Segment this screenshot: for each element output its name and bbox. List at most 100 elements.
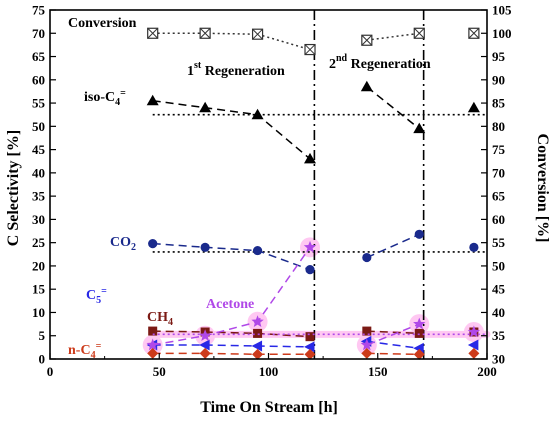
data-point [251,340,263,352]
y-left-tick-label: 15 [32,282,46,297]
y-right-tick-label: 85 [492,96,506,111]
y-left-tick-label: 65 [32,49,46,64]
series-line-iso [152,99,311,160]
annotations: Conversion iso-C4= CO2 C5= CH4 Acetone n-C4= 1s… [68,16,431,361]
label-regeneration-1: 1st Regeneration [187,60,285,79]
series-line-conversion [366,32,420,41]
data-point [468,27,480,39]
data-point [467,339,479,351]
y-right-tick-label: 80 [492,119,505,134]
data-point [467,101,480,113]
y-left-tick-label: 75 [32,3,46,18]
data-point [252,245,263,256]
data-point [147,347,159,359]
data-point [305,332,315,342]
data-point [414,328,424,338]
data-point [146,94,159,106]
series-acetone [146,240,487,351]
data-point [362,326,372,336]
y-left-tick-label: 35 [32,189,46,204]
series-line-iso [366,86,420,130]
y-right-tick-label: 75 [492,142,506,157]
data-point [251,108,264,120]
y-axis-left-title: C Selectivity [%] [5,130,22,246]
data-point [413,27,425,39]
label-iso-c4: iso-C4= [84,88,126,108]
data-point [147,27,159,39]
data-point [148,238,158,249]
x-tick-label: 100 [259,364,279,379]
axes: 0 50 100 150 200 0 5 10 15 20 25 30 35 40 45 50 55 60 65 70… [32,3,512,380]
data-point [304,341,315,353]
data-point [253,328,263,338]
y-left-tick-label: 10 [32,305,45,320]
data-point [360,80,373,92]
y-right-tick-label: 90 [492,72,505,87]
data-point [251,315,264,328]
data-point [199,347,211,359]
data-point [414,229,424,239]
series-conversion [147,27,480,56]
data-point [200,242,210,252]
data-point [468,347,480,359]
series-nc4 [147,347,480,360]
data-point [469,242,479,252]
data-point [304,348,316,360]
x-tick-label: 0 [47,364,54,379]
label-acetone: Acetone [206,297,254,312]
y-right-tick-label: 40 [492,305,505,320]
label-regeneration-2: 2nd Regeneration [329,53,431,72]
data-point [305,265,315,275]
series-line-nc4 [366,352,420,356]
y-right-tick-label: 95 [492,49,506,64]
y-left-tick-label: 20 [32,258,45,273]
y-right-tick-label: 100 [492,26,512,41]
series-line-conversion [152,32,311,51]
label-conversion: Conversion [68,16,137,31]
label-c5: C5= [86,286,107,306]
data-point [467,325,481,338]
y-right-tick-label: 105 [492,3,512,18]
series-line-acetone [366,323,420,346]
y-left-tick-label: 60 [32,72,45,87]
y-left-tick-label: 55 [32,96,46,111]
y-right-tick-label: 50 [492,258,505,273]
series-line-nc4 [152,352,310,356]
label-n-c4: n-C4= [68,341,102,361]
y-left-tick-label: 25 [32,235,46,250]
y-axis-right-title: Conversion [%] [534,134,550,243]
data-point [148,326,158,336]
x-tick-label: 50 [153,364,166,379]
series-line-ch4 [366,330,420,335]
data-point [146,338,159,351]
y-right-tick-label: 65 [492,189,506,204]
data-point [199,27,211,39]
x-axis-title: Time On Stream [h] [200,399,338,416]
data-point [198,329,212,341]
label-ch4: CH4 [147,310,173,328]
y-right-tick-label: 55 [492,235,506,250]
data-point [360,338,374,351]
series-line-co2 [366,233,420,259]
y-right-tick-label: 35 [492,328,506,343]
y-right-tick-label: 60 [492,212,505,227]
data-point [303,240,317,253]
data-point [251,28,264,40]
y-left-tick-label: 70 [32,26,45,41]
y-left-tick-label: 0 [39,352,46,367]
data-point [413,122,426,134]
x-tick-label: 200 [477,364,497,379]
data-point [304,152,317,164]
data-point [361,34,373,46]
series-line-c5 [366,340,420,350]
series-line-acetone [152,246,311,346]
series-layer [146,27,487,360]
data-point [199,339,210,351]
y-right-tick-label: 45 [492,282,506,297]
data-point [413,317,426,330]
reference-lines [313,10,425,359]
y-left-tick-label: 40 [32,165,45,180]
y-right-tick-label: 30 [492,352,505,367]
